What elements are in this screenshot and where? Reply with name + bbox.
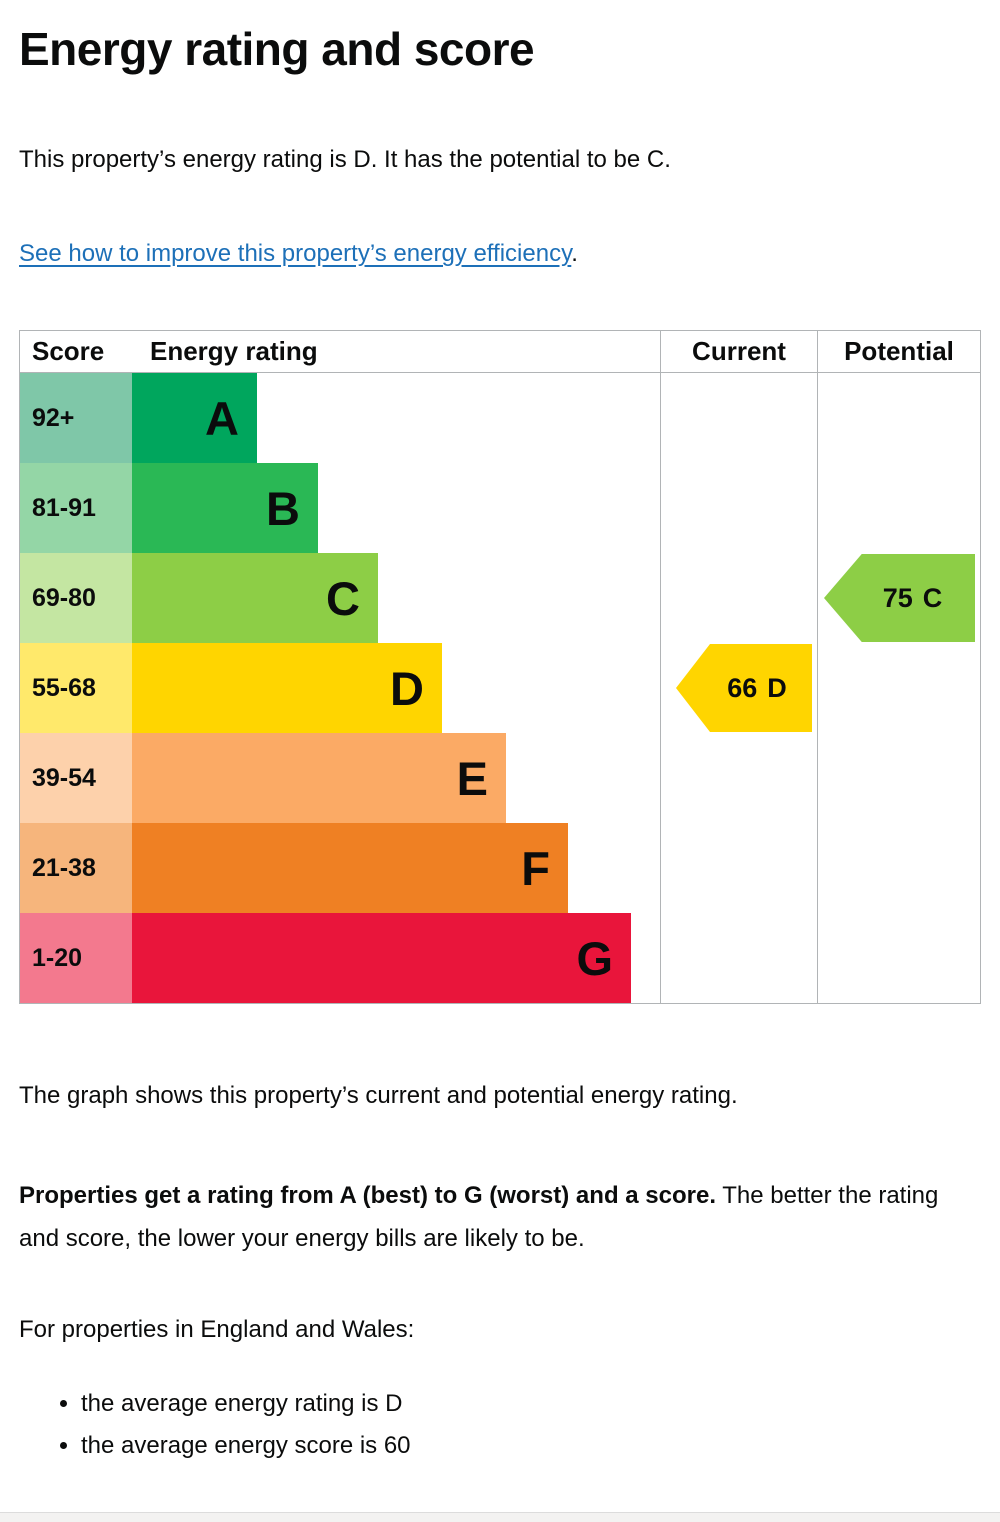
band-bar-g: G <box>132 913 631 1003</box>
band-bar-a: A <box>132 373 257 463</box>
score-range-g: 1-20 <box>20 913 132 1003</box>
potential-cell-b <box>817 463 980 553</box>
ratings-explanation-rest: The better the rating and score, the low… <box>19 1182 939 1253</box>
band-bar-d: D <box>132 643 442 733</box>
band-bar-f: F <box>132 823 568 913</box>
potential-rating-arrow: 75 C <box>824 554 975 642</box>
current-rating-arrow: 66 D <box>676 644 812 732</box>
header-current: Current <box>660 331 817 373</box>
band-cell-c: C <box>132 553 660 643</box>
score-range-a: 92+ <box>20 373 132 463</box>
list-item-average-score: the average energy score is 60 <box>81 1432 981 1460</box>
score-range-b: 81-91 <box>20 463 132 553</box>
current-letter: D <box>767 672 787 703</box>
current-cell-e <box>660 733 817 823</box>
epc-rating-chart: Score Energy rating Current Potential 92… <box>19 330 981 1004</box>
averages-list: the average energy rating is D the avera… <box>19 1390 981 1460</box>
current-cell-a <box>660 373 817 463</box>
band-cell-b: B <box>132 463 660 553</box>
graph-caption: The graph shows this property’s current … <box>19 1082 738 1109</box>
improve-energy-efficiency-link[interactable]: See how to improve this property’s energ… <box>19 240 572 267</box>
band-cell-a: A <box>132 373 660 463</box>
current-cell-b <box>660 463 817 553</box>
england-wales-heading: For properties in England and Wales: <box>19 1316 415 1344</box>
list-item-average-rating: the average energy rating is D <box>81 1390 981 1418</box>
band-cell-e: E <box>132 733 660 823</box>
intro-text: This property’s energy rating is D. It h… <box>19 146 671 173</box>
current-cell-g <box>660 913 817 1003</box>
band-bar-b: B <box>132 463 318 553</box>
band-cell-d: D <box>132 643 660 733</box>
potential-cell-c: 75 C <box>817 553 980 643</box>
score-range-e: 39-54 <box>20 733 132 823</box>
footer-strip <box>0 1512 1000 1522</box>
band-cell-g: G <box>132 913 660 1003</box>
potential-score: 75 <box>882 582 913 613</box>
improve-link-row: See how to improve this property’s energ… <box>19 240 981 268</box>
header-energy-rating: Energy rating <box>132 331 660 373</box>
potential-cell-f <box>817 823 980 913</box>
current-cell-c <box>660 553 817 643</box>
potential-cell-e <box>817 733 980 823</box>
potential-cell-g <box>817 913 980 1003</box>
page-title: Energy rating and score <box>19 23 535 75</box>
link-period: . <box>571 240 578 267</box>
potential-cell-a <box>817 373 980 463</box>
header-score: Score <box>20 331 132 373</box>
band-bar-e: E <box>132 733 506 823</box>
potential-cell-d <box>817 643 980 733</box>
current-cell-f <box>660 823 817 913</box>
score-range-f: 21-38 <box>20 823 132 913</box>
band-cell-f: F <box>132 823 660 913</box>
ratings-explanation-bold: Properties get a rating from A (best) to… <box>19 1182 716 1209</box>
band-bar-c: C <box>132 553 378 643</box>
header-potential: Potential <box>817 331 980 373</box>
current-cell-d: 66 D <box>660 643 817 733</box>
ratings-explanation: Properties get a rating from A (best) to… <box>19 1174 981 1260</box>
score-range-c: 69-80 <box>20 553 132 643</box>
score-range-d: 55-68 <box>20 643 132 733</box>
current-score: 66 <box>727 672 758 703</box>
potential-letter: C <box>922 582 943 613</box>
